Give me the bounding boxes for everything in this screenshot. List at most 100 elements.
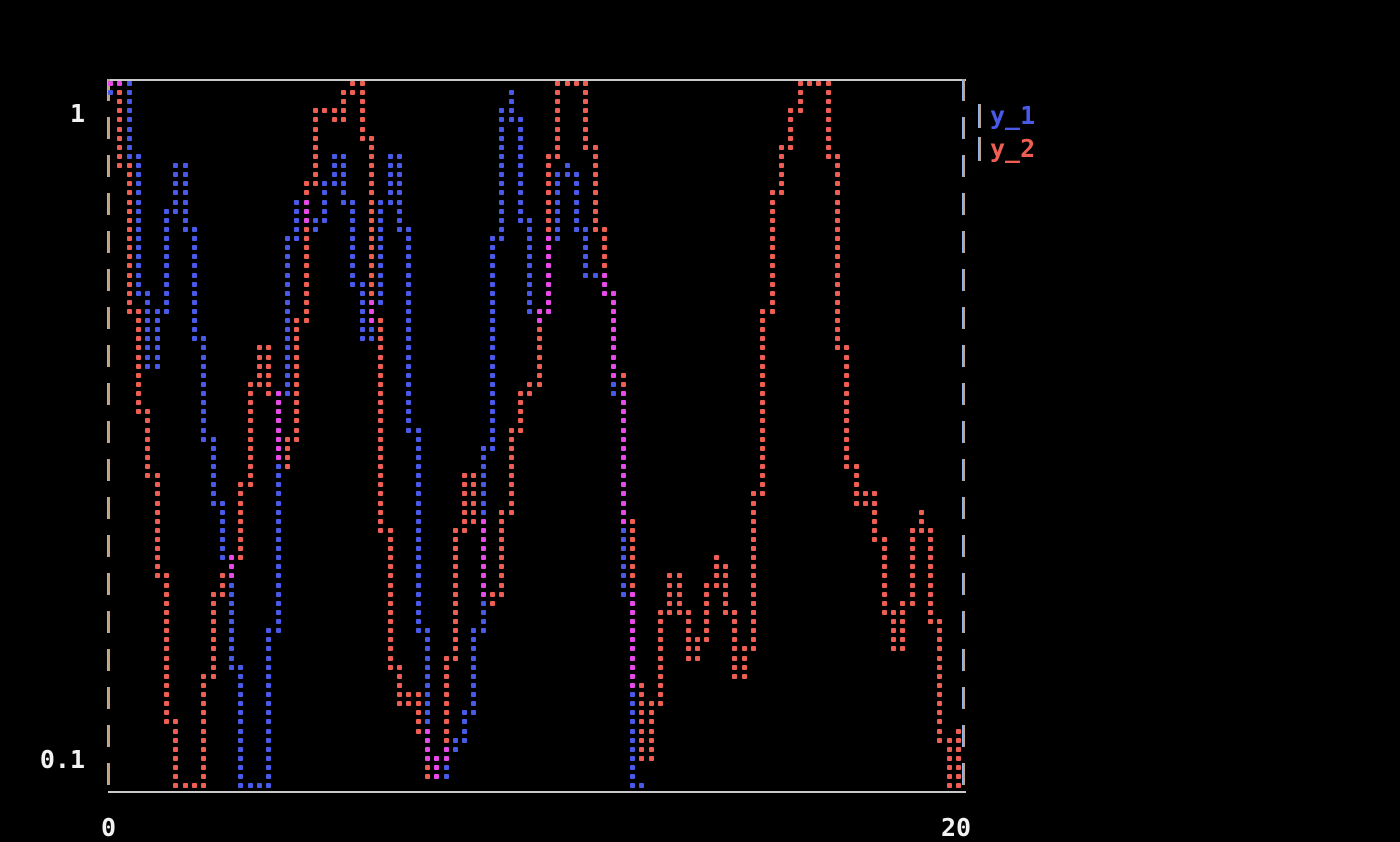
data-point — [163, 245, 169, 251]
data-point — [508, 436, 514, 442]
data-point — [480, 445, 486, 451]
data-point — [508, 454, 514, 460]
data-point — [536, 363, 542, 369]
data-point — [900, 609, 906, 615]
data-point — [937, 664, 943, 670]
data-point — [247, 436, 253, 442]
data-point — [275, 573, 281, 579]
data-point — [238, 765, 244, 770]
data-point — [368, 263, 374, 269]
data-point — [387, 181, 393, 187]
data-point — [946, 746, 952, 752]
data-point — [294, 336, 300, 342]
data-point — [163, 609, 169, 615]
data-point — [555, 208, 561, 214]
data-point — [834, 153, 840, 159]
data-point — [359, 81, 365, 86]
data-point — [834, 226, 840, 232]
data-point — [788, 117, 794, 123]
data-point — [368, 281, 374, 287]
data-point — [620, 591, 626, 597]
data-point — [341, 181, 346, 187]
data-point — [462, 482, 468, 488]
data-point — [378, 454, 384, 460]
data-point — [555, 190, 561, 196]
data-point — [341, 172, 346, 178]
data-point — [704, 628, 710, 634]
data-point — [490, 381, 496, 387]
data-point — [909, 537, 915, 542]
data-point — [881, 537, 887, 542]
data-point — [173, 181, 179, 187]
data-point — [135, 400, 141, 406]
data-point — [406, 692, 412, 698]
data-point — [396, 664, 402, 670]
data-point — [201, 719, 207, 725]
data-point — [341, 108, 346, 114]
data-point — [490, 418, 496, 424]
data-point — [415, 591, 421, 597]
data-point — [163, 628, 169, 634]
data-point — [480, 546, 486, 552]
data-point — [313, 172, 319, 178]
data-point — [518, 391, 524, 397]
data-point — [424, 673, 430, 679]
data-point — [499, 537, 505, 542]
data-point — [126, 163, 132, 169]
data-point — [406, 327, 412, 333]
data-point — [163, 655, 169, 661]
data-point — [751, 591, 757, 597]
data-point — [508, 500, 514, 506]
data-point — [368, 272, 374, 278]
data-point — [210, 464, 216, 470]
data-point — [163, 236, 169, 242]
data-point — [574, 208, 579, 214]
data-point — [173, 737, 179, 743]
data-point — [359, 327, 365, 333]
data-point — [163, 692, 169, 698]
data-point — [592, 208, 598, 214]
data-point — [592, 190, 598, 196]
data-point — [834, 190, 840, 196]
data-point — [629, 637, 635, 643]
data-point — [396, 190, 402, 196]
data-point — [126, 144, 132, 150]
data-point — [611, 354, 617, 360]
data-point — [592, 163, 598, 169]
legend-item-y2[interactable]: y_2 — [978, 132, 1035, 165]
data-point — [536, 309, 542, 314]
data-point — [266, 354, 272, 360]
data-point — [695, 646, 701, 652]
legend-item-y1[interactable]: y_1 — [978, 99, 1035, 132]
data-point — [368, 144, 374, 150]
data-point — [266, 774, 272, 780]
data-point — [881, 555, 887, 561]
data-point — [555, 90, 561, 96]
data-point — [443, 737, 449, 743]
data-point — [163, 600, 169, 606]
data-point — [834, 254, 840, 260]
data-point — [387, 153, 393, 159]
data-point — [937, 673, 943, 679]
data-point — [490, 445, 496, 451]
data-point — [229, 664, 235, 670]
data-point — [676, 600, 682, 606]
data-point — [937, 637, 943, 643]
data-point — [443, 710, 449, 716]
data-point — [555, 144, 561, 150]
data-point — [368, 318, 374, 324]
data-point — [359, 299, 365, 305]
data-point — [751, 600, 757, 606]
data-point — [266, 746, 272, 752]
data-point — [238, 509, 244, 515]
data-point — [266, 783, 272, 789]
data-point — [490, 336, 496, 342]
data-point — [620, 445, 626, 451]
data-point — [900, 619, 906, 625]
data-point — [313, 226, 319, 232]
data-point — [303, 245, 309, 251]
data-point — [462, 473, 468, 479]
data-point — [285, 445, 291, 451]
data-point — [275, 491, 281, 497]
data-point — [434, 755, 440, 761]
